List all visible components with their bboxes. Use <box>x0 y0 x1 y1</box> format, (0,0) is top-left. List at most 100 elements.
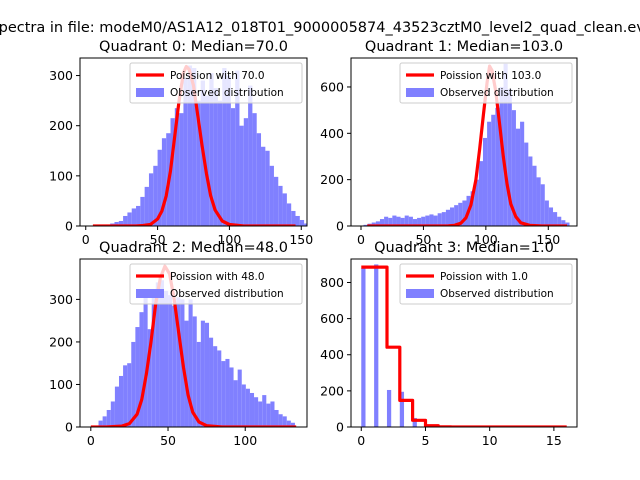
histogram-bar <box>209 73 214 226</box>
histogram-bar <box>429 214 434 226</box>
plot-area <box>363 63 570 226</box>
histogram-bar <box>187 65 193 226</box>
histogram-bar <box>450 207 455 226</box>
histogram-bar <box>222 68 227 226</box>
histogram-bar <box>131 341 136 427</box>
histogram-bar <box>503 63 508 226</box>
histogram-bar <box>148 173 154 226</box>
histogram-bar <box>286 203 292 226</box>
x-tick-label: 100 <box>217 232 241 247</box>
x-tick-label: 50 <box>415 232 431 247</box>
histogram-bar <box>239 125 244 226</box>
subplot-0: 0 50 100 150 0 100 200 300 Quadrant 0: Median=70… <box>49 39 313 247</box>
histogram-bar <box>528 156 533 226</box>
histogram-bar <box>299 219 305 226</box>
histogram-bar <box>147 329 152 427</box>
histogram-bar <box>179 113 184 226</box>
histogram-bar <box>417 217 422 226</box>
histogram-bar <box>217 100 223 226</box>
axes-frame <box>350 258 578 428</box>
y-tick-label: 0 <box>336 219 344 234</box>
histogram-bar <box>536 177 541 226</box>
figure-title: Spectra in file: modeM0/AS1A12_018T01_90… <box>0 20 640 36</box>
histogram-bar <box>295 215 300 226</box>
histogram-bar <box>229 367 234 427</box>
subplot-title: Quadrant 0: Median=70.0 <box>99 39 288 55</box>
histogram-bar <box>507 89 512 226</box>
histogram-bar <box>262 395 267 427</box>
histogram-bar <box>135 327 140 427</box>
histogram-bar <box>399 391 405 427</box>
histogram-bar <box>374 264 379 427</box>
histogram-bar <box>270 401 275 427</box>
histogram-bar <box>136 205 141 226</box>
histogram-bar <box>487 121 492 226</box>
x-tick-label: 15 <box>546 433 562 448</box>
y-tick-label: 100 <box>49 377 73 392</box>
axes-frame <box>79 258 308 428</box>
legend-label-observed: Observed distribution <box>440 87 554 99</box>
histogram-bar <box>110 401 115 427</box>
histogram-bar <box>396 216 401 226</box>
histogram-bar <box>421 216 426 226</box>
histogram-bar <box>196 341 201 427</box>
y-tick-label: 200 <box>320 172 344 187</box>
histogram-bar <box>174 108 180 226</box>
histogram-bar <box>159 280 165 427</box>
histogram-bar <box>371 222 376 226</box>
y-tick-label: 600 <box>320 311 344 326</box>
histogram-bar <box>375 221 380 226</box>
histogram-bar <box>286 420 291 427</box>
histogram-bar <box>233 380 238 427</box>
histogram-bar <box>209 337 214 427</box>
histogram-bar <box>114 386 119 427</box>
histogram-bar <box>213 88 218 226</box>
subplot-title: Quadrant 2: Median=48.0 <box>99 240 288 256</box>
histogram-bar <box>269 165 274 226</box>
histogram-bar <box>221 361 226 427</box>
histogram-bar <box>168 295 173 427</box>
histogram-bar <box>143 293 148 427</box>
histogram-bar <box>256 133 262 226</box>
histogram-bar <box>118 375 124 427</box>
histogram-bar <box>245 388 250 427</box>
legend-label-poisson: Poission with 70.0 <box>170 70 265 82</box>
legend-box <box>399 263 573 305</box>
histogram-bar <box>361 268 366 427</box>
y-tick-label: 200 <box>320 383 344 398</box>
x-tick-label: 0 <box>357 232 365 247</box>
legend: Poission with 103.0 Observed distribution <box>399 62 573 104</box>
histogram-bar <box>565 222 570 226</box>
histogram-bar <box>495 107 500 226</box>
histogram-bar <box>474 179 479 226</box>
histogram-bar <box>274 409 279 427</box>
histogram-bar <box>118 220 124 226</box>
legend-bar-swatch <box>136 88 164 97</box>
histogram-bar <box>192 316 197 427</box>
histogram-bar <box>265 150 270 226</box>
histogram-bar <box>282 416 287 427</box>
histogram-bar <box>204 95 210 226</box>
histogram-bar <box>392 215 397 226</box>
histogram-bar <box>243 118 249 226</box>
histogram-bar <box>445 209 451 226</box>
histogram-bar <box>478 161 483 226</box>
y-tick-label: 600 <box>320 79 344 94</box>
histogram-bar <box>408 216 413 226</box>
histogram-bar <box>248 85 253 226</box>
histogram-bar <box>544 200 549 226</box>
histogram-bar <box>388 217 393 226</box>
x-tick-label: 100 <box>474 232 498 247</box>
legend: Poission with 70.0 Observed distribution <box>129 62 303 104</box>
y-tick-label: 100 <box>49 168 73 183</box>
legend-label-poisson: Poission with 103.0 <box>440 70 541 82</box>
y-tick-label: 400 <box>320 126 344 141</box>
histogram-bar <box>176 297 181 427</box>
histogram-bar <box>170 118 175 226</box>
histogram-bar <box>98 420 103 427</box>
plot-area <box>92 64 307 226</box>
histogram-bar <box>470 191 475 226</box>
histogram-bar <box>499 86 504 226</box>
